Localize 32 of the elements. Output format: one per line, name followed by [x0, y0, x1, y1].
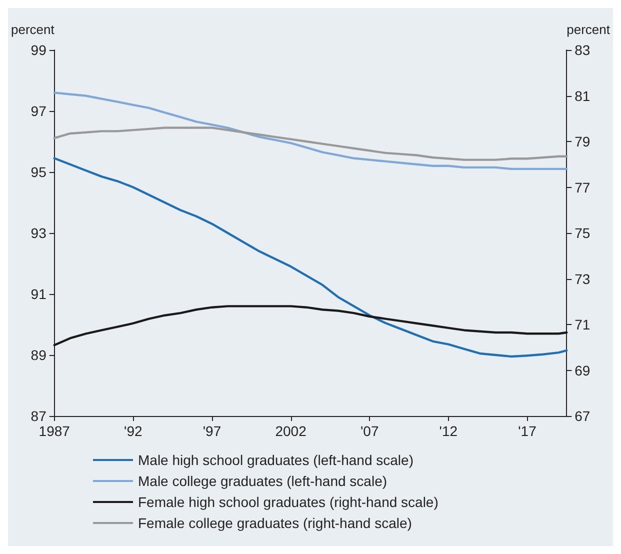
- y-tick-label: 87: [30, 408, 47, 424]
- y2-tick-label: 73: [574, 270, 590, 287]
- y-tick-label: 93: [30, 225, 47, 241]
- y-tick-label: 99: [30, 42, 47, 58]
- y-tick-label: 89: [30, 347, 47, 363]
- y2-tick-label: 69: [574, 362, 590, 378]
- line-series: [53, 157, 568, 358]
- y2-axis-title: percent: [566, 22, 610, 37]
- legend-label: Male college graduates (left-hand scale): [138, 473, 388, 489]
- y2-tick-label: 77: [574, 179, 590, 196]
- legend-label: Male high school graduates (left-hand scale): [138, 452, 414, 468]
- y2-tick-label: 67: [574, 408, 590, 424]
- y-tick-label: 95: [30, 164, 47, 180]
- y-axis-title: percent: [10, 22, 55, 37]
- x-tick-label: '97: [202, 423, 222, 439]
- x-tick-label: '07: [360, 423, 379, 439]
- line-series: [53, 92, 568, 170]
- line-series: [53, 126, 568, 161]
- y-tick-label: 97: [30, 103, 47, 119]
- legend-label: Female high school graduates (right-hand scale): [138, 494, 438, 510]
- y2-tick-label: 79: [574, 134, 590, 150]
- x-tick-label: '92: [124, 423, 143, 439]
- y-tick-label: 91: [30, 286, 47, 302]
- x-tick-label: '12: [439, 423, 458, 439]
- y2-tick-label: 83: [574, 42, 590, 58]
- y2-tick-label: 71: [574, 316, 590, 332]
- y2-tick-label: 81: [574, 88, 590, 104]
- legend-label: Female college graduates (right-hand scale): [138, 515, 412, 531]
- x-tick-label: 1987: [38, 423, 70, 439]
- y2-tick-label: 75: [574, 225, 590, 241]
- x-tick-label: '17: [518, 423, 537, 439]
- x-tick-label: 2002: [275, 423, 307, 439]
